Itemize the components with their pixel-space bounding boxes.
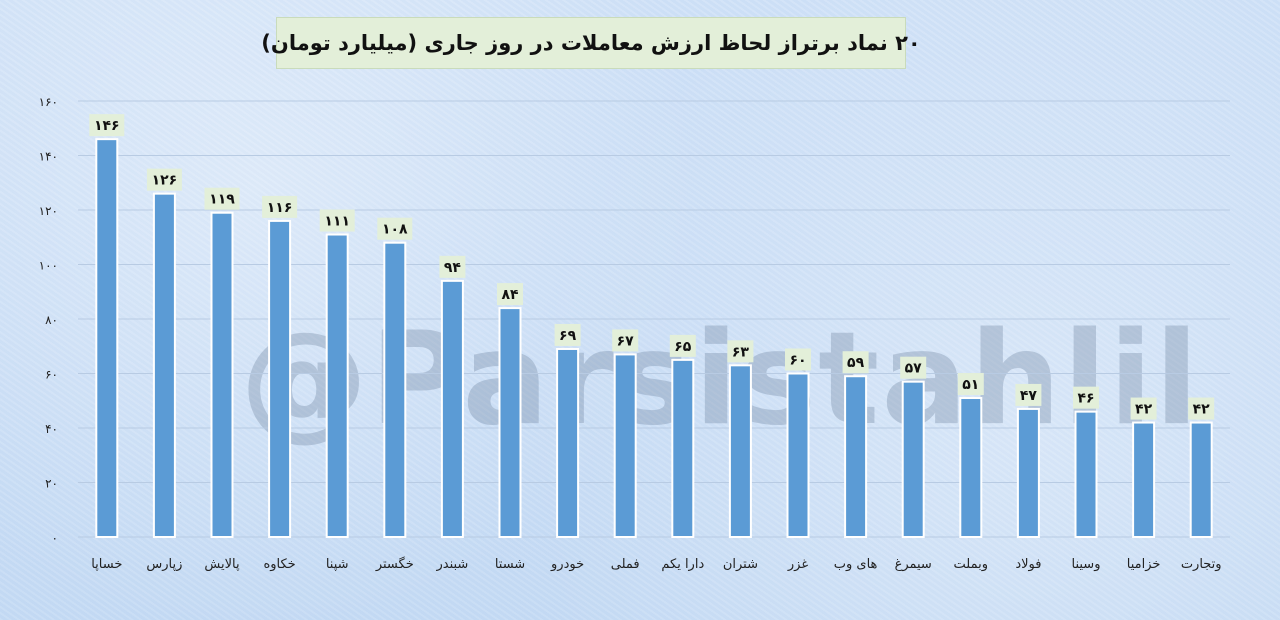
data-label-box (612, 329, 639, 352)
y-tick-label: ۸۰ (45, 313, 58, 327)
x-tick-label: پالایش (204, 557, 240, 572)
data-label-box (785, 348, 811, 371)
bar (325, 233, 349, 538)
chart-title: ۲۰ نماد برتراز لحاظ ارزش معاملات در روز … (261, 31, 921, 55)
bar (95, 138, 119, 538)
data-label: ۴۶ (1077, 391, 1094, 407)
data-label-box (957, 373, 984, 396)
data-label: ۹۴ (444, 260, 462, 276)
y-tick-label: ۱۶۰ (39, 95, 58, 109)
data-label-box (727, 340, 754, 363)
data-label: ۱۱۶ (267, 200, 293, 216)
data-label-box (89, 114, 125, 137)
x-tick-label: شپنا (326, 557, 349, 572)
bar (1189, 421, 1213, 538)
x-tick-label: فولاد (1015, 557, 1041, 572)
bar (1074, 410, 1098, 538)
x-tick-label: خکاوه (263, 557, 295, 572)
bar (383, 241, 407, 538)
x-tick-label: شبندر (435, 557, 468, 572)
data-label: ۵۱ (962, 377, 979, 393)
bar (613, 353, 637, 538)
bar (728, 364, 752, 539)
data-label: ۱۴۶ (94, 118, 120, 134)
data-label-box (842, 351, 869, 374)
y-tick-label: ۱۴۰ (39, 150, 58, 164)
bar (498, 307, 522, 538)
x-tick-label: خساپا (91, 557, 122, 572)
data-label-box (1130, 397, 1157, 420)
data-label-box (204, 187, 240, 210)
data-label: ۸۴ (501, 287, 519, 303)
data-label: ۴۲ (1193, 402, 1211, 418)
bar (901, 380, 925, 538)
data-label: ۴۲ (1135, 402, 1153, 418)
data-label-box (439, 255, 466, 278)
data-label: ۶۷ (617, 333, 635, 349)
bar (786, 372, 810, 538)
y-tick-label: ۱۲۰ (39, 204, 58, 218)
data-label-box (1073, 386, 1099, 409)
data-label: ۱۲۶ (152, 173, 178, 189)
bar (671, 358, 695, 538)
x-tick-label: خزامیا (1127, 557, 1161, 572)
bar (1016, 407, 1040, 538)
x-tick-label: وبملت (954, 557, 988, 572)
data-label: ۶۵ (674, 339, 692, 355)
x-tick-label: وسینا (1072, 557, 1101, 572)
data-label-box (497, 283, 523, 306)
data-label-box (262, 195, 298, 218)
bar (268, 219, 292, 538)
data-label: ۴۷ (1020, 388, 1038, 404)
x-tick-label: زپارس (146, 557, 182, 572)
x-tick-label: خودرو (550, 557, 584, 572)
x-tick-label: های وب (834, 557, 878, 572)
data-label: ۶۳ (732, 344, 750, 360)
data-label: ۱۰۸ (382, 222, 408, 238)
y-tick-label: ۴۰ (45, 422, 58, 436)
x-tick-label: خگستر (375, 556, 414, 572)
x-tick-label: سیمرغ (895, 557, 932, 572)
y-tick-label: ۶۰ (45, 368, 58, 382)
data-label-box (900, 356, 927, 379)
bar (152, 192, 176, 538)
x-tick-label: شستا (495, 557, 525, 572)
x-tick-label: فملی (611, 557, 640, 572)
data-label: ۶۰ (789, 353, 806, 369)
data-label: ۱۱۹ (209, 192, 235, 208)
bar (1132, 421, 1156, 538)
data-label-box (1188, 397, 1215, 420)
bar (440, 279, 464, 538)
bar (844, 375, 868, 538)
x-tick-label: دارا یکم (661, 557, 704, 572)
data-label: ۵۷ (905, 361, 923, 377)
data-label-box (554, 323, 581, 346)
bar (210, 211, 234, 538)
x-tick-label: وتجارت (1181, 557, 1222, 572)
x-tick-label: غزر (787, 557, 808, 572)
data-label-box (1015, 383, 1042, 406)
bar (556, 347, 580, 538)
y-tick-label: ۰ (52, 531, 58, 545)
x-tick-label: شتران (723, 557, 758, 572)
data-label: ۱۱۱ (324, 214, 350, 230)
data-label: ۵۹ (847, 355, 865, 371)
data-label-box (146, 168, 182, 191)
data-label-box (319, 209, 355, 232)
data-label-box (377, 217, 413, 240)
y-tick-label: ۲۰ (45, 477, 58, 491)
data-label-box (669, 334, 696, 357)
title-box: ۲۰ نماد برتراز لحاظ ارزش معاملات در روز … (261, 17, 921, 69)
data-label: ۶۹ (559, 328, 577, 344)
y-tick-label: ۱۰۰ (39, 259, 58, 273)
bar (959, 397, 983, 538)
